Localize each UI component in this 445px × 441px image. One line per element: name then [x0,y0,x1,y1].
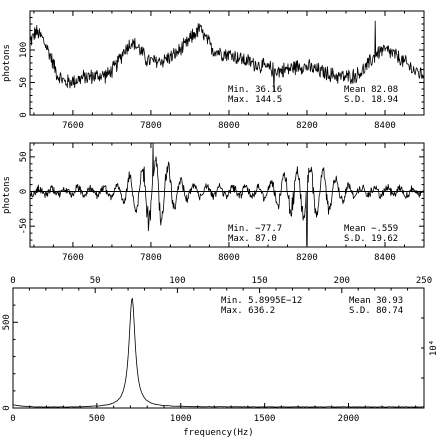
right-axis-label: 10⁴ [429,340,439,356]
stat-sd: S.D. 80.74 [349,306,403,316]
stat-sd: S.D. 18.94 [344,95,398,105]
signal-trace [29,20,425,92]
x-tick-label: 7600 [62,121,84,131]
x-tick-label: 7800 [140,253,162,263]
x-tick-label: 0 [10,414,15,424]
y-tick-label: 500 [2,314,12,330]
y-tick-label: 0 [2,405,12,410]
stat-min: Min. −77.7 [228,224,282,234]
top-x-tick-label: 200 [334,276,350,286]
x-tick-label: 1000 [170,414,192,424]
y-axis-label: photons [2,176,12,214]
top-x-tick-label: 250 [416,276,432,286]
stat-mean: Mean 30.93 [349,296,403,306]
x-tick-label: 7800 [140,121,162,131]
y-tick-label: 100 [19,42,29,58]
x-tick-label: 8200 [296,253,318,263]
x-axis-label: frequency(Hz) [183,428,253,438]
x-tick-label: 8000 [218,253,240,263]
stat-mean: Mean −.559 [344,224,398,234]
panel-detrended-photons: 7600 7800 8000 8200 8400 -50 0 50 photons Min. −7… [2,142,425,263]
x-tick-label: 2000 [338,414,360,424]
x-tick-label: 8000 [218,121,240,131]
y-tick-label: 0 [19,189,29,194]
stat-min: Min. 5.8995E−12 [221,296,302,306]
panel-power-spectrum: 0 500 1000 1500 2000 0 50 100 150 200 250 0 500 10⁴ fr… [2,276,439,438]
y-tick-label: 50 [19,77,29,88]
panel-raw-photons: 7600 7800 8000 8200 8400 0 50 100 photons Min. 36… [2,10,425,131]
stat-max: Max. 636.2 [221,306,275,316]
stat-sd: S.D. 19.62 [344,234,398,244]
top-x-tick-label: 150 [251,276,267,286]
y-axis-label: photons [2,44,12,82]
y-tick-label: -50 [19,218,29,234]
stat-max: Max. 87.0 [228,234,277,244]
stat-min: Min. 36.16 [228,85,282,95]
y-tick-label: 0 [19,112,29,117]
top-x-tick-label: 100 [169,276,185,286]
stat-max: Max. 144.5 [228,95,282,105]
x-tick-label: 8400 [374,253,396,263]
top-x-tick-label: 0 [10,276,15,286]
x-tick-label: 8200 [296,121,318,131]
stat-mean: Mean 82.08 [344,85,398,95]
x-tick-label: 8400 [374,121,396,131]
top-x-tick-label: 50 [90,276,101,286]
y-tick-label: 50 [19,151,29,162]
spectrum-trace [12,297,425,408]
x-tick-label: 500 [89,414,105,424]
x-tick-label: 1500 [254,414,276,424]
x-tick-label: 7600 [62,253,84,263]
signal-trace [29,142,425,246]
